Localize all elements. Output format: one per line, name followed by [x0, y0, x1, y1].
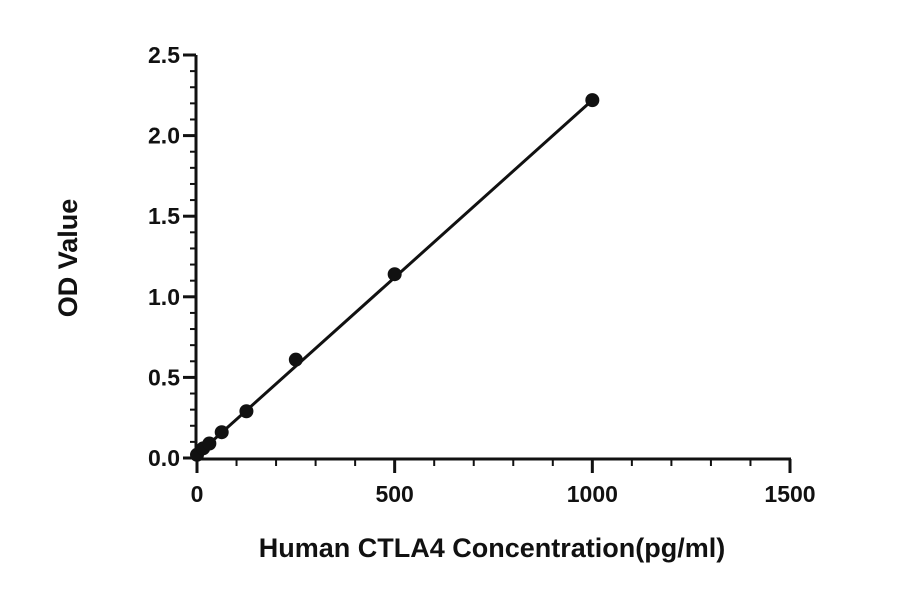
- y-tick-label: 0.0: [148, 445, 180, 471]
- x-tick-label: 1000: [567, 481, 618, 507]
- data-point: [239, 404, 254, 419]
- data-point: [202, 436, 217, 451]
- axes: 0.0 0.5 1.0 1.5 2.0 2.5 0 500 1000 1500: [148, 42, 816, 507]
- data-point: [387, 267, 402, 282]
- y-tick-label: 1.5: [148, 203, 180, 229]
- data-point: [585, 93, 600, 108]
- data-point: [214, 425, 229, 440]
- data-point: [288, 352, 303, 367]
- x-axis-title: Human CTLA4 Concentration(pg/ml): [259, 533, 726, 563]
- y-tick-label: 2.0: [148, 123, 180, 149]
- x-tick-label: 500: [375, 481, 413, 507]
- y-tick-label: 0.5: [148, 364, 180, 390]
- y-axis-title: OD Value: [53, 199, 83, 318]
- x-tick-label: 0: [191, 481, 204, 507]
- x-tick-label: 1500: [764, 481, 815, 507]
- data-points-layer: [190, 93, 600, 462]
- y-tick-label: 2.5: [148, 42, 180, 68]
- y-tick-label: 1.0: [148, 284, 180, 310]
